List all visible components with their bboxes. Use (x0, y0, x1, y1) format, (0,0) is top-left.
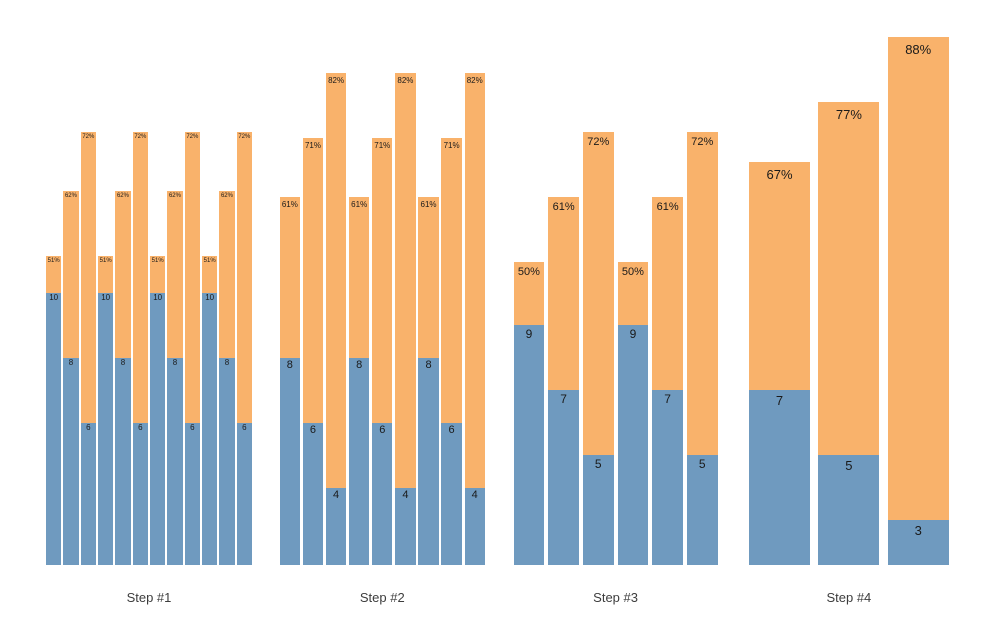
bar-value-segment (652, 390, 683, 565)
bar-value-segment (887, 520, 949, 565)
bar-value-segment (236, 422, 252, 565)
group-label-step-3: Step #3 (593, 590, 638, 605)
bar-value-segment (548, 390, 579, 565)
bar-value-segment (279, 357, 300, 565)
bar-value-segment (98, 292, 114, 565)
bar-value-segment (372, 422, 393, 565)
bar-value-segment (617, 325, 649, 565)
bar-value-segment (150, 292, 166, 565)
bar-value-segment (441, 422, 462, 565)
group-label-step-2: Step #2 (359, 590, 405, 605)
bar-value-segment (80, 422, 96, 565)
bar-value-segment (63, 357, 79, 565)
bar-pct-segment (464, 72, 485, 565)
bar-value-segment (749, 390, 811, 565)
bar-value-segment (302, 422, 324, 565)
bar-value-segment (349, 357, 370, 565)
bar-value-segment (395, 487, 416, 565)
bar-value-segment (464, 487, 485, 565)
bar-value-segment (818, 455, 880, 565)
group-label-step-4: Step #4 (826, 590, 872, 605)
bar-value-segment (418, 357, 439, 565)
bar-value-segment (132, 422, 148, 565)
bar-value-segment (325, 487, 347, 565)
bar-value-segment (687, 455, 718, 565)
bar-value-segment (513, 325, 545, 565)
group-label-step-1: Step #1 (126, 590, 172, 605)
bar-pct-segment (395, 72, 416, 565)
bar-pct-segment (887, 37, 949, 565)
bar-value-segment (202, 292, 218, 565)
bar-value-segment (219, 357, 235, 565)
bar-pct-segment (325, 72, 347, 565)
bar-value-segment (583, 455, 614, 565)
bar-value-segment (184, 422, 200, 565)
bar-value-segment (167, 357, 183, 565)
bar-value-segment (115, 357, 131, 565)
bar-value-segment (46, 292, 62, 565)
